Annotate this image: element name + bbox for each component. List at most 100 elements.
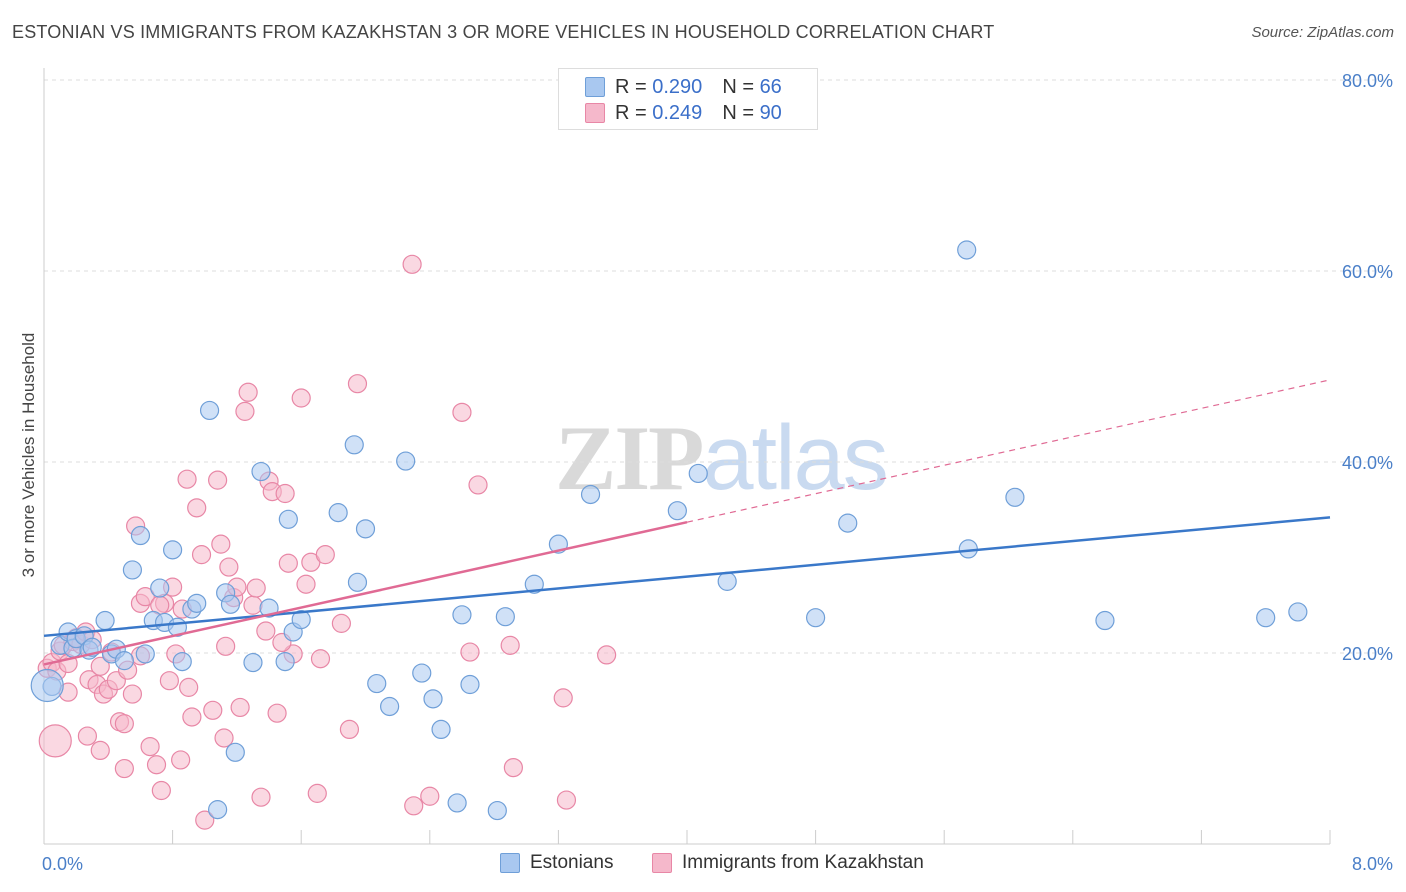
estonians-point — [208, 800, 228, 820]
estonians-point — [447, 793, 467, 813]
estonians-point — [220, 594, 241, 614]
kazakhstan-point — [256, 621, 276, 641]
kazakhstan-point — [159, 671, 179, 691]
estonians-point-large — [30, 668, 64, 703]
series-legend: Estonians Immigrants from Kazakhstan — [0, 852, 1406, 876]
estonians-point — [1005, 487, 1025, 507]
kazakhstan-point — [251, 787, 271, 807]
n-label: N = — [722, 101, 754, 124]
y-tick-label: 60.0% — [1342, 262, 1393, 282]
estonians-point — [199, 400, 220, 421]
kazakhstan-point — [460, 642, 480, 662]
kazakhstan-point — [114, 714, 134, 734]
estonians-point — [243, 652, 263, 673]
kazakhstan-point — [77, 726, 98, 746]
estonians-point — [495, 607, 515, 627]
estonians-point — [347, 572, 368, 592]
kazakhstan-point — [243, 595, 263, 615]
kazakhstan-point — [452, 402, 472, 422]
estonians-point — [135, 644, 155, 664]
r-value: 0.290 — [652, 75, 703, 98]
axes — [43, 68, 1331, 845]
legend-item-kazakhstan[interactable]: Immigrants from Kazakhstan — [652, 852, 924, 874]
estonians-point — [423, 689, 443, 709]
trend-line-estonians — [43, 516, 1331, 638]
kazakhstan-point — [468, 475, 488, 495]
estonians-point — [460, 674, 480, 695]
legend-label-kazakhstan: Immigrants from Kazakhstan — [682, 852, 924, 873]
kazakhstan-point — [90, 740, 110, 761]
kazakhstan-point — [151, 780, 171, 801]
kazakhstan-point — [214, 728, 234, 748]
kazakhstan-point — [246, 578, 266, 598]
kazakhstan-point — [187, 498, 207, 518]
kazakhstan-point — [179, 677, 199, 697]
kazakhstan-point — [331, 613, 351, 633]
estonians-point — [524, 574, 544, 594]
estonians-point — [150, 578, 170, 598]
estonians-point — [367, 673, 387, 694]
estonians-point — [396, 451, 416, 471]
watermark: ZIPatlas — [555, 405, 889, 511]
kazakhstan-point — [310, 649, 331, 669]
estonians-point — [688, 463, 708, 484]
estonians-point — [225, 742, 245, 762]
tick-labels: 20.0% 40.0% 60.0% 80.0% 0.0% 8.0% — [42, 71, 1393, 874]
estonians-point — [187, 593, 207, 613]
estonians-swatch — [585, 77, 605, 97]
legend-item-estonians[interactable]: Estonians — [500, 852, 613, 874]
stats-row-kazakhstan: R = 0.249 N = 90 — [585, 101, 782, 125]
estonians-point — [251, 461, 271, 482]
kazakhstan-point — [402, 254, 422, 274]
kazakhstan-point — [114, 758, 134, 779]
estonians-point — [1288, 602, 1308, 622]
kazakhstan-point — [211, 534, 231, 554]
kazakhstan-point — [191, 545, 212, 565]
kazakhstan-point — [339, 719, 360, 740]
kazakhstan-point — [208, 470, 228, 490]
kazakhstan-point — [238, 382, 258, 402]
estonians-point — [452, 605, 472, 625]
kazakhstan-point — [122, 684, 143, 704]
estonians-point — [291, 609, 311, 630]
estonians-point — [717, 571, 737, 591]
series-kazakhstan-points — [37, 254, 617, 830]
kazakhstan-point — [171, 750, 191, 770]
kazakhstan-point — [219, 557, 239, 577]
estonians-point — [95, 610, 115, 631]
estonians-point — [412, 663, 432, 683]
r-label: R = — [615, 75, 647, 98]
kazakhstan-point — [135, 587, 155, 607]
kazakhstan-point — [195, 810, 215, 830]
legend-label-estonians: Estonians — [530, 852, 614, 873]
kazakhstan-point — [230, 697, 250, 718]
kazakhstan-point — [146, 755, 167, 775]
estonians-point — [328, 503, 348, 523]
kazakhstan-point — [307, 783, 327, 803]
estonians-point — [278, 509, 298, 529]
trend-lines — [43, 379, 1331, 666]
series-estonians-points — [30, 240, 1308, 821]
y-axis-label: 3 or more Vehicles in Household — [19, 333, 38, 578]
estonians-point — [275, 651, 295, 672]
chart-title: ESTONIAN VS IMMIGRANTS FROM KAZAKHSTAN 3… — [12, 22, 995, 42]
y-tick-label: 20.0% — [1342, 644, 1393, 664]
n-value: 66 — [759, 75, 782, 98]
stats-row-estonians: R = 0.290 N = 66 — [585, 75, 782, 99]
estonians-point — [957, 240, 977, 260]
kazakhstan-point — [90, 656, 110, 676]
stats-legend: R = 0.290 N = 66 R = 0.249 N = 90 — [558, 68, 818, 130]
r-label: R = — [615, 101, 647, 124]
kazakhstan-point — [296, 574, 316, 594]
estonians-point — [838, 513, 858, 533]
kazakhstan-swatch — [652, 853, 672, 873]
kazakhstan-point — [216, 636, 236, 656]
estonians-point — [580, 484, 601, 505]
watermark-atlas: atlas — [702, 407, 888, 509]
kazakhstan-point — [140, 736, 160, 757]
estonians-swatch — [500, 853, 520, 873]
kazakhstan-point — [404, 796, 424, 816]
estonians-point — [163, 540, 183, 560]
kazakhstan-point — [267, 703, 287, 723]
kazakhstan-swatch — [585, 103, 605, 123]
